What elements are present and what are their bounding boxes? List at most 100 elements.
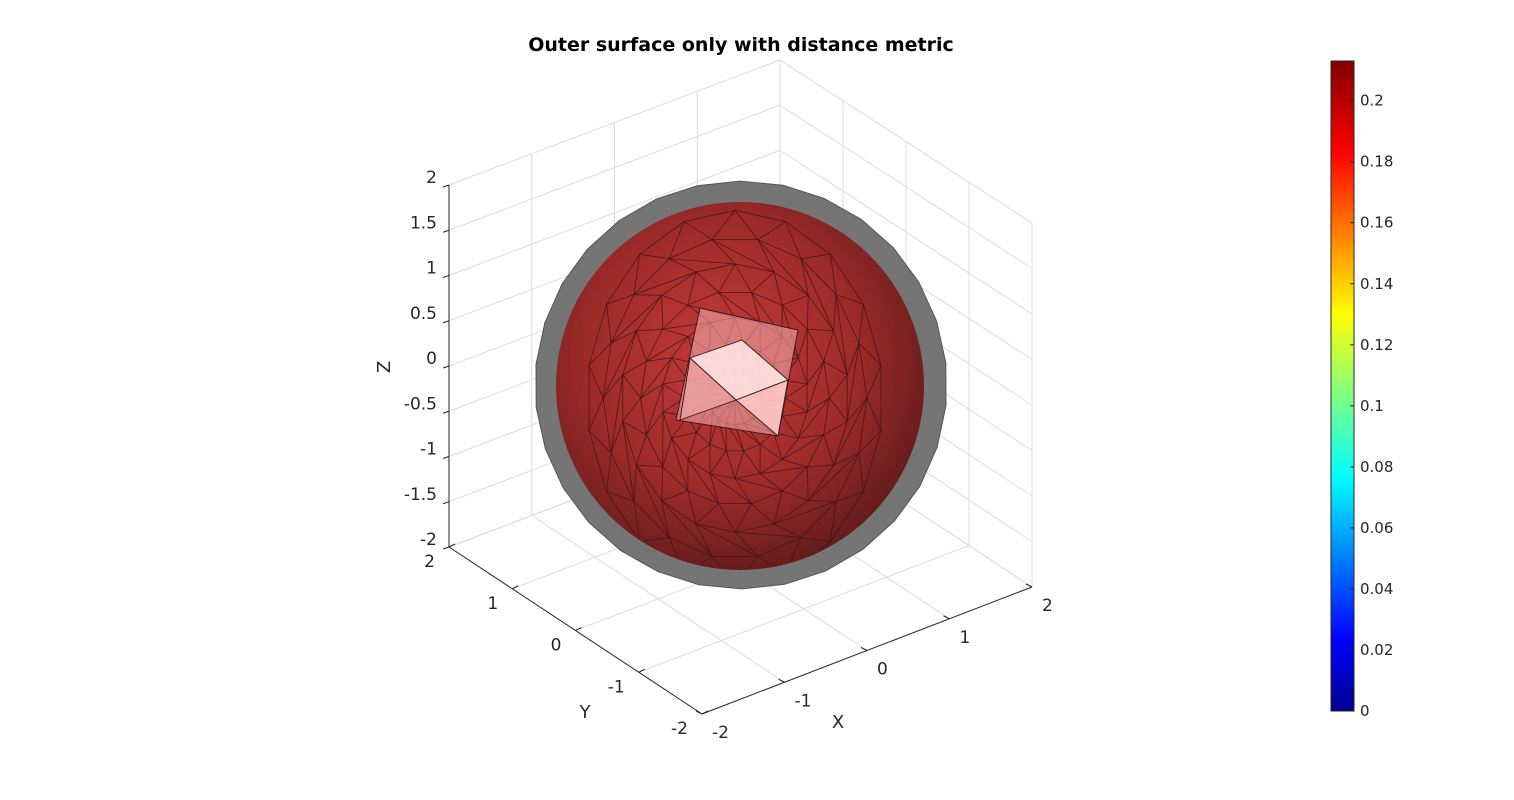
mesh-edge bbox=[636, 464, 663, 468]
mesh-edge bbox=[709, 473, 720, 504]
mesh-edge bbox=[669, 258, 736, 265]
y-tick-mark bbox=[701, 710, 709, 715]
z-tick-mark bbox=[442, 365, 450, 369]
mesh-edge bbox=[835, 491, 864, 502]
colorbar-tick-label: 0.18 bbox=[1360, 153, 1393, 171]
mesh-edge bbox=[773, 500, 837, 525]
highlight-patch bbox=[679, 357, 737, 421]
mesh-edge bbox=[808, 500, 837, 502]
z-tick-mark bbox=[442, 275, 450, 278]
colorbar-tick-label: 0.08 bbox=[1360, 458, 1393, 476]
mesh-edge bbox=[668, 221, 685, 259]
mesh-edge bbox=[773, 271, 783, 306]
mesh-edge bbox=[800, 258, 809, 296]
mesh-edge bbox=[633, 294, 662, 296]
mesh-edge bbox=[806, 397, 830, 413]
colorbar-tick-label: 0.06 bbox=[1360, 519, 1393, 537]
mesh-edge bbox=[835, 294, 864, 305]
mesh-edge bbox=[633, 464, 637, 502]
inner-surface-mesh bbox=[588, 209, 882, 568]
y-tick-mark bbox=[512, 585, 519, 590]
z-tick-mark bbox=[442, 456, 450, 459]
mesh-edge bbox=[797, 328, 808, 358]
mesh-edge bbox=[734, 556, 759, 568]
mesh-edge bbox=[588, 397, 604, 431]
mesh-edge bbox=[798, 434, 824, 439]
mesh-edge bbox=[734, 531, 801, 538]
mesh-edge bbox=[633, 271, 697, 296]
mesh-edge bbox=[734, 478, 752, 504]
y-tick-mark bbox=[575, 627, 582, 631]
mesh-edge bbox=[695, 523, 759, 557]
mesh-edge bbox=[773, 523, 802, 538]
highlight-patch bbox=[735, 379, 789, 437]
mesh-edge bbox=[725, 450, 736, 479]
x-tick-label: 0 bbox=[877, 660, 888, 680]
mesh-edge bbox=[606, 294, 635, 305]
mesh-edge bbox=[684, 221, 713, 240]
colorbar-tick-label: 0.02 bbox=[1360, 641, 1393, 659]
mesh-edge bbox=[807, 452, 860, 502]
mesh-edge bbox=[800, 258, 835, 332]
colorbar-ticks: 0 0.02 0.04 0.06 0.08 0.1 0.12 0.14 0.16 0.18 0.2 bbox=[1350, 92, 1393, 720]
z-tick-mark bbox=[442, 410, 450, 414]
x-tick-label: 1 bbox=[960, 628, 971, 648]
mesh-edge bbox=[866, 397, 882, 431]
mesh-edge bbox=[606, 452, 612, 492]
mesh-edge bbox=[835, 294, 848, 375]
z-tick-label: 0.5 bbox=[410, 304, 437, 324]
mesh-edge bbox=[782, 294, 809, 306]
mesh-edge bbox=[806, 361, 825, 385]
mesh-edge bbox=[662, 438, 673, 468]
y-tick-label: 0 bbox=[551, 636, 562, 656]
mesh-edge bbox=[711, 239, 736, 265]
mesh-edge bbox=[718, 263, 736, 293]
z-tick-mark bbox=[442, 184, 450, 188]
mesh-edge bbox=[823, 360, 848, 376]
mesh-edge bbox=[645, 383, 664, 435]
y-tick-label: -2 bbox=[671, 719, 688, 739]
colorbar-tick-label: 0.04 bbox=[1360, 580, 1393, 598]
x-tick-label: -2 bbox=[712, 723, 729, 743]
chart-title: Outer surface only with distance metric bbox=[528, 34, 954, 56]
mesh-edge bbox=[645, 411, 664, 435]
mesh-edge bbox=[671, 438, 689, 492]
mesh-edge bbox=[606, 304, 612, 344]
mesh-edge bbox=[734, 263, 752, 293]
mesh-edge bbox=[823, 330, 835, 362]
mesh-edge bbox=[782, 416, 799, 439]
mesh-edge bbox=[858, 452, 864, 492]
mesh-edge bbox=[633, 501, 641, 542]
mesh-edge bbox=[807, 464, 834, 468]
mesh-edge bbox=[823, 434, 835, 466]
colorbar-gradient bbox=[1330, 60, 1355, 712]
z-tick-label: 1.5 bbox=[410, 213, 437, 233]
mesh-edge bbox=[640, 383, 664, 399]
mesh-edge bbox=[833, 294, 837, 332]
mesh-edge bbox=[588, 430, 612, 454]
mesh-edge bbox=[782, 490, 809, 502]
x-tick-mark bbox=[860, 647, 868, 651]
colorbar-tick-label: 0.12 bbox=[1360, 336, 1393, 354]
mesh-edge bbox=[687, 444, 711, 460]
mesh-edge bbox=[759, 473, 783, 492]
mesh-edge bbox=[695, 271, 719, 293]
mesh-edge bbox=[785, 383, 808, 399]
mesh-edge bbox=[635, 330, 647, 362]
mesh-edge bbox=[866, 365, 882, 399]
mesh-edge bbox=[610, 330, 637, 344]
y-tick-label: 1 bbox=[487, 594, 498, 614]
mesh-edge bbox=[759, 444, 783, 460]
mesh-edge bbox=[711, 210, 736, 240]
mesh-edge bbox=[695, 523, 713, 557]
mesh-edge bbox=[602, 374, 624, 399]
mesh-edge bbox=[610, 294, 663, 344]
mesh-edge bbox=[806, 295, 809, 330]
colorbar: 0 0.02 0.04 0.06 0.08 0.1 0.12 0.14 0.16 0.18 0.2 bbox=[1330, 60, 1393, 720]
mesh-edge bbox=[711, 239, 775, 273]
z-axis-label: Z bbox=[374, 361, 395, 373]
mesh-edge bbox=[829, 397, 848, 422]
mesh-edge bbox=[718, 292, 736, 318]
z-tick-label: -2 bbox=[420, 530, 437, 550]
z-tick-mark bbox=[442, 320, 450, 324]
